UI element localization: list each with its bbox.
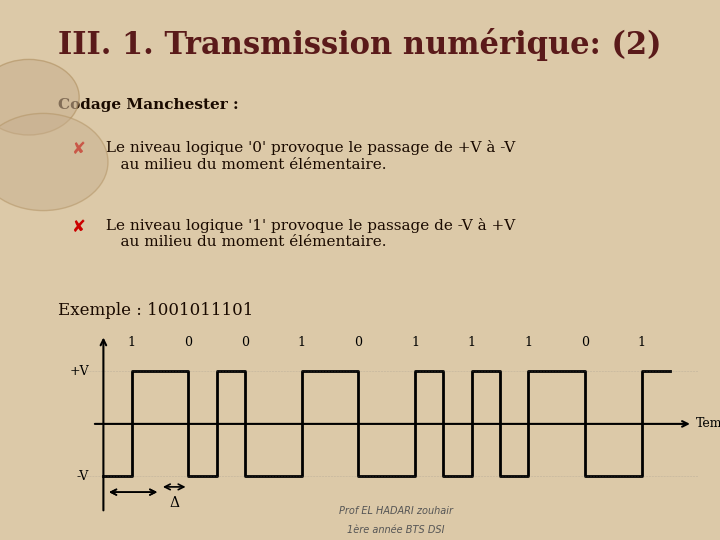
Text: ✘: ✘ (72, 140, 86, 158)
Text: 1ère année BTS DSI: 1ère année BTS DSI (347, 524, 445, 535)
Circle shape (0, 59, 79, 135)
Text: Le niveau logique '1' provoque le passage de -V à +V
    au milieu du moment élé: Le niveau logique '1' provoque le passag… (101, 218, 515, 249)
Circle shape (0, 113, 108, 211)
Text: 0: 0 (241, 336, 249, 349)
Text: 1: 1 (127, 336, 136, 349)
Text: 1: 1 (468, 336, 476, 349)
Text: 1: 1 (638, 336, 646, 349)
Text: 1: 1 (298, 336, 306, 349)
Text: +V: +V (70, 365, 89, 378)
Text: 1: 1 (524, 336, 532, 349)
Text: Prof EL HADARI zouhair: Prof EL HADARI zouhair (339, 505, 453, 516)
Text: Exemple : 1001011101: Exemple : 1001011101 (58, 302, 253, 319)
Text: 1: 1 (411, 336, 419, 349)
Text: Le niveau logique '0' provoque le passage de +V à -V
    au milieu du moment élé: Le niveau logique '0' provoque le passag… (101, 140, 515, 172)
Text: 0: 0 (354, 336, 362, 349)
Text: ✘: ✘ (72, 218, 86, 235)
Text: Δ: Δ (169, 496, 179, 510)
Text: -V: -V (77, 470, 89, 483)
Text: III. 1. Transmission numérique: (2): III. 1. Transmission numérique: (2) (58, 28, 661, 61)
Text: 0: 0 (581, 336, 589, 349)
Text: Temps: Temps (696, 417, 720, 430)
Text: Codage Manchester :: Codage Manchester : (58, 98, 238, 112)
Text: 0: 0 (184, 336, 192, 349)
